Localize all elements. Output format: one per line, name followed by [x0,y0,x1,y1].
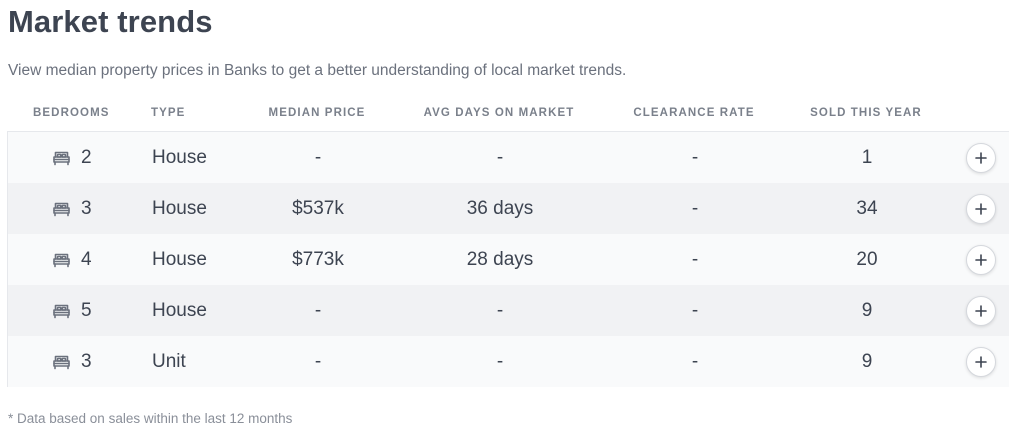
median-price-value: - [314,146,322,168]
median-price-value: $773k [292,248,344,270]
bed-icon [53,354,70,370]
expand-row-button[interactable] [966,295,996,326]
bed-icon [53,252,70,268]
sold-this-year-value: 20 [856,248,878,270]
plus-icon [975,202,987,215]
property-type: House [152,146,207,168]
table-row: 2 House - - - 1 [7,132,1009,183]
table-row: 5 House - - - 9 [7,285,1009,336]
clearance-rate-value: - [691,146,699,168]
bedrooms-value: 2 [81,146,92,168]
clearance-rate-value: - [691,299,699,321]
expand-row-button[interactable] [966,244,996,275]
footnote: * Data based on sales within the last 12… [8,411,293,426]
column-header-clearance-rate: Clearance rate [633,107,755,119]
table-body: 2 House - - - 1 3 House $537k 36 [7,132,1009,387]
avg-days-value: 28 days [466,248,534,270]
table-row: 4 House $773k 28 days - 20 [7,234,1009,285]
bed-icon [53,150,70,166]
bedrooms-value: 3 [81,350,92,372]
bedrooms-value: 3 [81,197,92,219]
clearance-rate-value: - [691,197,699,219]
plus-icon [975,304,987,317]
property-type: House [152,299,207,321]
sold-this-year-value: 34 [856,197,878,219]
clearance-rate-value: - [691,350,699,372]
property-type: Unit [152,350,186,372]
avg-days-value: - [496,299,504,321]
column-header-sold-this-year: Sold this year [810,107,922,119]
plus-icon [975,151,987,164]
bedrooms-value: 4 [81,248,92,270]
property-type: House [152,248,207,270]
table-row: 3 House $537k 36 days - 34 [7,183,1009,234]
median-price-value: $537k [292,197,344,219]
sold-this-year-value: 9 [861,350,873,372]
avg-days-value: - [496,146,504,168]
market-trends-table: Bedrooms Type Median price Avg days on m… [7,101,1009,387]
table-header: Bedrooms Type Median price Avg days on m… [7,101,1009,132]
column-header-median-price: Median price [268,107,366,119]
expand-row-button[interactable] [966,142,996,173]
table-row: 3 Unit - - - 9 [7,336,1009,387]
page-title: Market trends [8,4,213,39]
avg-days-value: 36 days [466,197,534,219]
avg-days-value: - [496,350,504,372]
column-header-bedrooms: Bedrooms [33,107,110,119]
bedrooms-value: 5 [81,299,92,321]
property-type: House [152,197,207,219]
bed-icon [53,303,70,319]
page-subtitle: View median property prices in Banks to … [8,62,627,79]
column-header-type: Type [151,107,186,119]
column-header-avg-days: Avg days on market [423,107,575,119]
clearance-rate-value: - [691,248,699,270]
sold-this-year-value: 1 [861,146,873,168]
sold-this-year-value: 9 [861,299,873,321]
bed-icon [53,201,70,217]
plus-icon [975,253,987,266]
median-price-value: - [314,299,322,321]
expand-row-button[interactable] [966,346,996,377]
plus-icon [975,355,987,368]
median-price-value: - [314,350,322,372]
expand-row-button[interactable] [966,193,996,224]
